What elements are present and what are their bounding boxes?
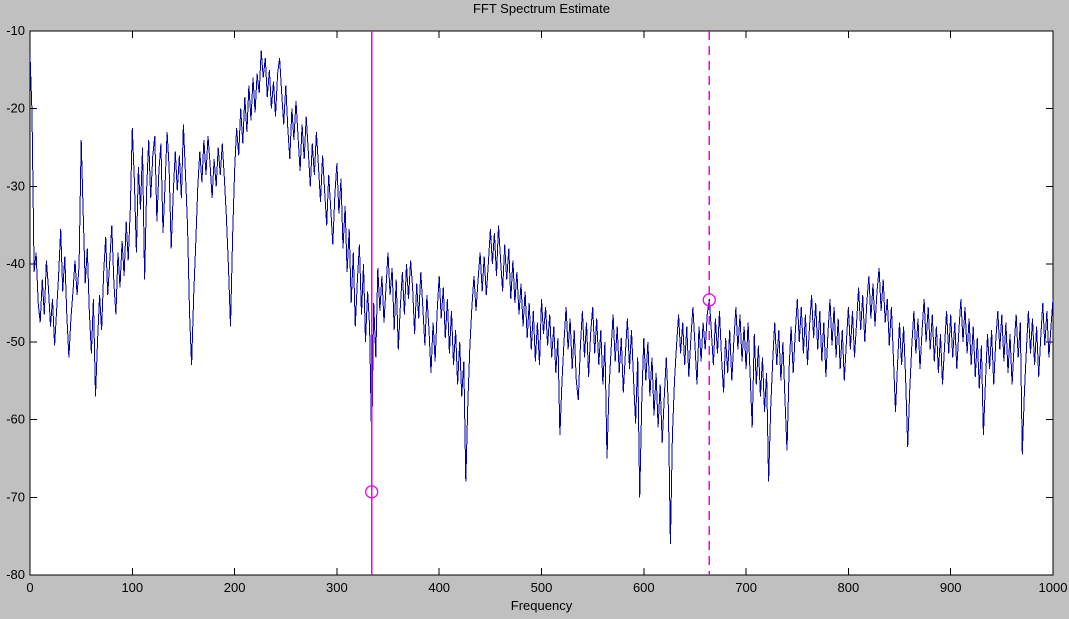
x-tick-label: 600 — [633, 580, 655, 595]
x-tick-label: 100 — [121, 580, 143, 595]
pitch-marker-1 — [365, 485, 379, 499]
x-tick-label: 1000 — [1039, 580, 1068, 595]
y-tick-label: -50 — [6, 334, 25, 349]
x-tick-label: 400 — [428, 580, 450, 595]
y-tick-label: -80 — [6, 567, 25, 582]
chart-title: FFT Spectrum Estimate — [472, 1, 610, 16]
x-tick-label: 900 — [940, 580, 962, 595]
x-tick-label: 300 — [326, 580, 348, 595]
x-tick-label: 500 — [531, 580, 553, 595]
x-tick-label: 700 — [735, 580, 757, 595]
y-tick-label: -60 — [6, 412, 25, 427]
pitch-marker-2 — [702, 293, 716, 307]
y-tick-label: -40 — [6, 256, 25, 271]
x-tick-label: 800 — [838, 580, 860, 595]
y-tick-label: -70 — [6, 489, 25, 504]
y-tick-label: -10 — [6, 23, 25, 38]
spectrum-line — [29, 50, 1054, 544]
y-tick-label: -20 — [6, 101, 25, 116]
x-tick-label: 200 — [224, 580, 246, 595]
y-tick-label: -30 — [6, 178, 25, 193]
x-axis-label: Frequency — [510, 598, 573, 613]
x-tick-label: 0 — [26, 580, 33, 595]
